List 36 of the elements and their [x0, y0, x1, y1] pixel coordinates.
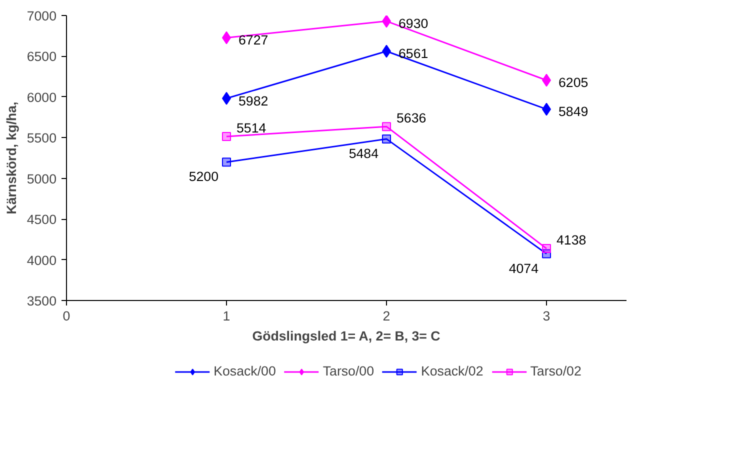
- y-tick-label: 5500: [26, 130, 57, 146]
- y-tick-label: 6000: [26, 90, 57, 105]
- data-label: 5514: [236, 120, 267, 136]
- data-label: 6930: [398, 16, 428, 32]
- data-label: 6561: [398, 46, 428, 62]
- x-axis-title: Gödslingsled 1= A, 2= B, 3= C: [252, 328, 441, 344]
- point: [382, 16, 391, 28]
- y-tick-label: 6500: [26, 49, 57, 64]
- x-tick-label: 1: [222, 308, 230, 324]
- point: [382, 122, 391, 132]
- data-label: 4138: [556, 232, 586, 248]
- x-tick-label: 0: [62, 308, 70, 324]
- y-tick-label: 7000: [26, 8, 57, 24]
- y-tick-label: 4000: [26, 252, 57, 268]
- y-tick-label: 5000: [26, 171, 57, 186]
- y-tick-label: 4500: [26, 212, 57, 228]
- y-axis-title: Kärnskörd, kg/ha,: [4, 102, 19, 214]
- x-tick-label: 3: [542, 308, 550, 324]
- x-tick-label: 2: [382, 308, 390, 324]
- data-label: 5484: [348, 146, 380, 161]
- legend-label: Kosack/02: [421, 364, 484, 378]
- data-label: 6205: [558, 75, 588, 90]
- data-label: 5982: [238, 93, 268, 108]
- data-label: 5636: [396, 110, 426, 126]
- point: [222, 158, 231, 167]
- data-label: 5200: [188, 169, 219, 184]
- data-label: 4074: [508, 260, 540, 276]
- data-label: 6727: [238, 32, 268, 48]
- legend-label: Tarso/02: [530, 364, 582, 378]
- y-tick-label: 3500: [26, 294, 57, 308]
- point: [382, 134, 391, 144]
- point: [542, 244, 551, 254]
- data-label: 5849: [558, 104, 588, 120]
- legend-label: Kosack/00: [214, 364, 276, 378]
- point: [222, 132, 231, 142]
- legend-label: Tarso/00: [322, 364, 374, 378]
